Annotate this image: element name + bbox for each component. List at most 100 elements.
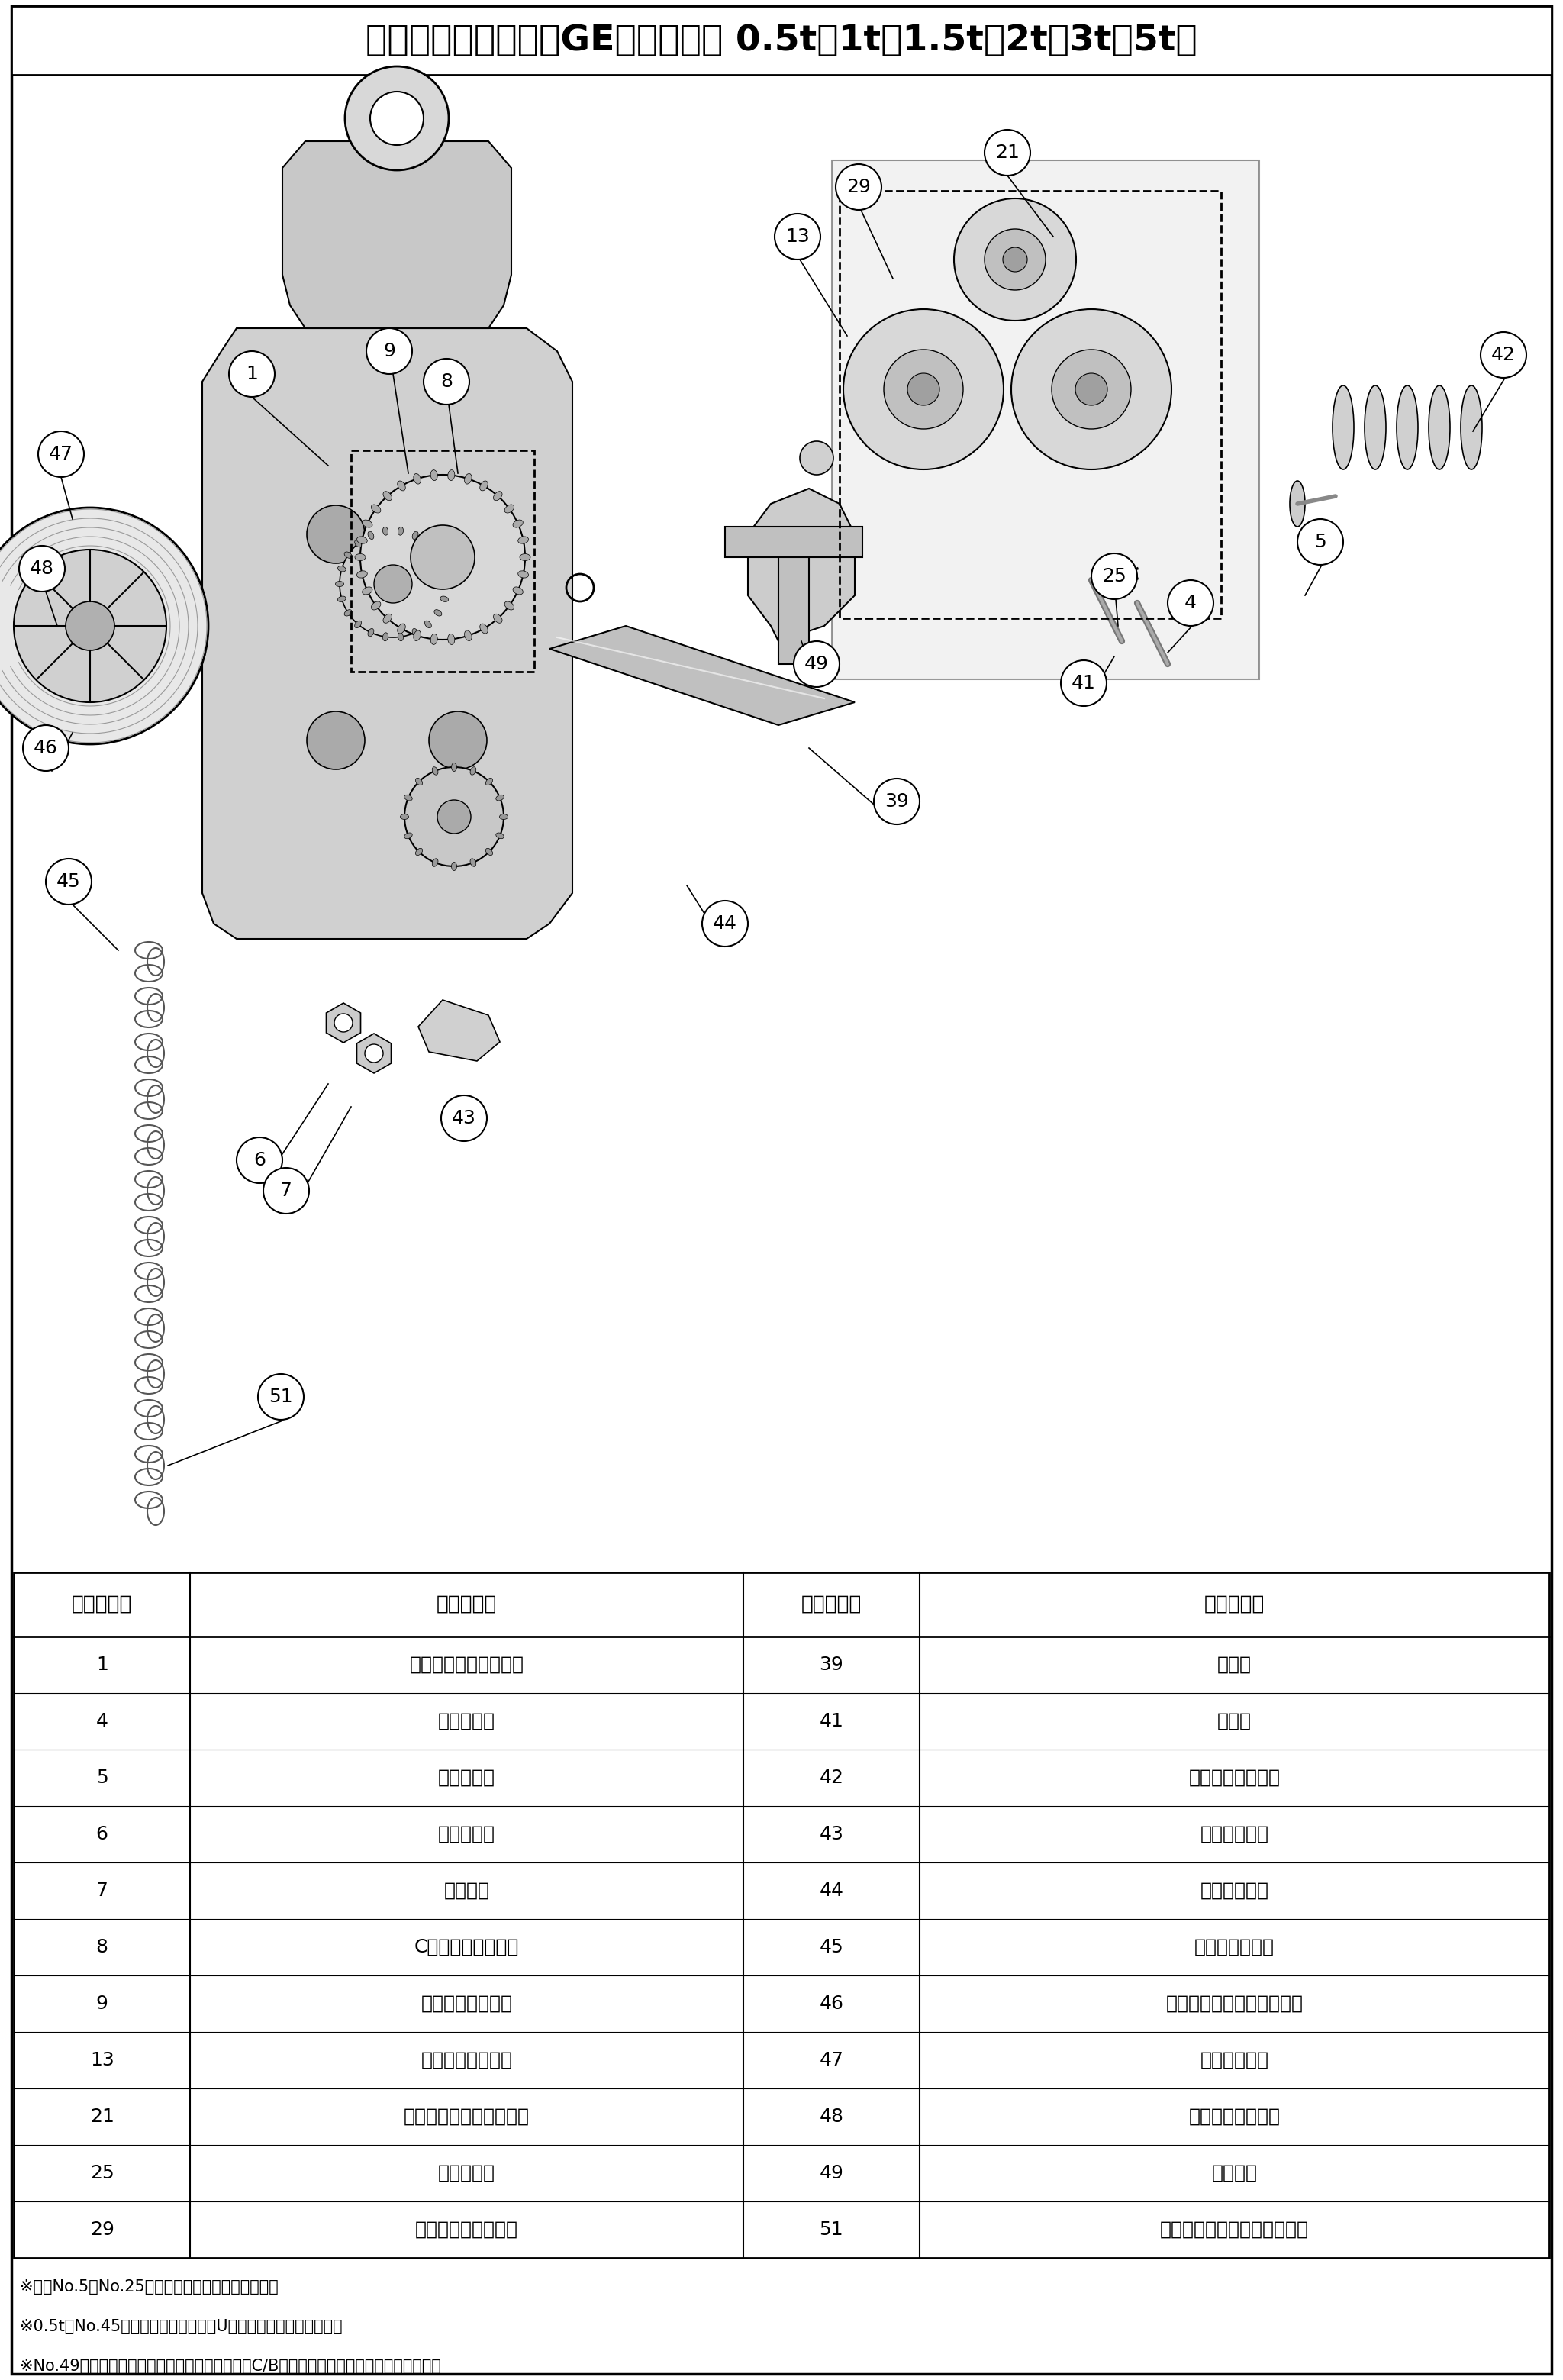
Polygon shape: [749, 488, 855, 640]
Text: 結合金具: 結合金具: [1211, 2163, 1257, 2182]
Text: 分解図と部品名称：GE型（電気用 0.5t・1t・1.5t・2t・3t・5t）: 分解図と部品名称：GE型（電気用 0.5t・1t・1.5t・2t・3t・5t）: [366, 24, 1197, 57]
Circle shape: [775, 214, 821, 259]
Text: ローラピン用座金: ローラピン用座金: [420, 2052, 513, 2068]
Polygon shape: [356, 1033, 391, 1073]
Circle shape: [66, 602, 114, 650]
Text: 25: 25: [1102, 566, 1127, 585]
Ellipse shape: [383, 614, 392, 624]
Ellipse shape: [356, 536, 367, 543]
Circle shape: [985, 131, 1030, 176]
Text: 13: 13: [786, 228, 810, 245]
Text: 48: 48: [819, 2109, 844, 2125]
Circle shape: [334, 1014, 353, 1033]
Polygon shape: [419, 1000, 500, 1061]
Text: 39: 39: [885, 793, 908, 812]
Circle shape: [23, 726, 69, 771]
Ellipse shape: [1461, 386, 1482, 469]
Circle shape: [1091, 555, 1138, 600]
Ellipse shape: [442, 581, 450, 585]
Ellipse shape: [370, 505, 381, 514]
Ellipse shape: [452, 862, 456, 871]
Ellipse shape: [431, 859, 438, 866]
Text: 六角ボルト: 六角ボルト: [438, 1768, 495, 1787]
Circle shape: [800, 440, 833, 474]
Text: 25: 25: [91, 2163, 114, 2182]
Ellipse shape: [336, 581, 344, 585]
Circle shape: [19, 545, 66, 593]
Text: 9: 9: [383, 343, 395, 359]
Ellipse shape: [513, 588, 524, 595]
Circle shape: [874, 778, 919, 823]
Text: C形止め輪（軸用）: C形止め輪（軸用）: [414, 1937, 519, 1956]
Text: 41: 41: [1072, 674, 1096, 693]
Text: アジャストカラー: アジャストカラー: [1189, 1768, 1280, 1787]
Text: 47: 47: [819, 2052, 844, 2068]
Ellipse shape: [435, 552, 442, 559]
Ellipse shape: [338, 595, 345, 602]
Text: 六角ナット: 六角ナット: [438, 1825, 495, 1844]
Ellipse shape: [338, 566, 345, 571]
Ellipse shape: [495, 833, 503, 838]
Ellipse shape: [480, 624, 488, 633]
Ellipse shape: [430, 469, 438, 481]
Ellipse shape: [464, 474, 472, 483]
Text: 49: 49: [819, 2163, 844, 2182]
Ellipse shape: [505, 602, 514, 609]
Ellipse shape: [470, 859, 477, 866]
Circle shape: [306, 712, 364, 769]
Circle shape: [405, 766, 503, 866]
Text: 45: 45: [819, 1937, 844, 1956]
Text: 7: 7: [95, 1883, 108, 1899]
Text: 割ピン（ピニオンギヤ用）: 割ピン（ピニオンギヤ用）: [1166, 1994, 1304, 2013]
Ellipse shape: [397, 481, 405, 490]
Text: 六角ボルト: 六角ボルト: [438, 2163, 495, 2182]
Text: 13: 13: [91, 2052, 114, 2068]
Ellipse shape: [400, 814, 408, 819]
Circle shape: [428, 505, 488, 564]
Polygon shape: [283, 140, 511, 328]
Polygon shape: [202, 328, 572, 938]
Text: 44: 44: [819, 1883, 844, 1899]
Circle shape: [370, 90, 424, 145]
Text: 21: 21: [89, 2109, 114, 2125]
Ellipse shape: [356, 571, 367, 578]
Circle shape: [428, 712, 488, 769]
Text: 41: 41: [819, 1711, 844, 1730]
Bar: [839, 190, 1221, 619]
Text: キープレート: キープレート: [1200, 1825, 1269, 1844]
Polygon shape: [550, 626, 855, 726]
Circle shape: [424, 359, 469, 405]
Circle shape: [1061, 659, 1107, 707]
Ellipse shape: [486, 778, 492, 785]
Ellipse shape: [363, 588, 372, 595]
Circle shape: [1052, 350, 1132, 428]
Bar: [725, 526, 863, 557]
Circle shape: [263, 1169, 309, 1214]
Text: プレンローラセット: プレンローラセット: [416, 2221, 519, 2240]
Ellipse shape: [495, 795, 503, 800]
Text: 42: 42: [819, 1768, 844, 1787]
Text: 47: 47: [48, 445, 73, 464]
Text: 46: 46: [33, 738, 58, 757]
Ellipse shape: [480, 481, 488, 490]
Circle shape: [1011, 309, 1172, 469]
Ellipse shape: [520, 555, 530, 562]
Ellipse shape: [505, 505, 514, 514]
Text: 45: 45: [56, 873, 81, 890]
Text: 46: 46: [819, 1994, 844, 2013]
Ellipse shape: [441, 595, 449, 602]
Circle shape: [1168, 581, 1213, 626]
Text: 4: 4: [1185, 595, 1197, 612]
Ellipse shape: [413, 628, 419, 635]
Ellipse shape: [452, 764, 456, 771]
Text: チェックワッシャ: チェックワッシャ: [1189, 2109, 1280, 2125]
Circle shape: [1480, 333, 1527, 378]
Text: 割ピン: 割ピン: [1218, 1711, 1252, 1730]
Text: 39: 39: [819, 1656, 844, 1673]
Circle shape: [359, 474, 525, 640]
Ellipse shape: [1429, 386, 1450, 469]
Text: ※0.5tのNo.45・六角溝付ナットは、Uナットになっております。: ※0.5tのNo.45・六角溝付ナットは、Uナットになっております。: [20, 2318, 342, 2335]
Text: ギヤローラセット: ギヤローラセット: [420, 1994, 513, 2013]
Ellipse shape: [383, 526, 388, 536]
Text: ブラケット: ブラケット: [438, 1711, 495, 1730]
